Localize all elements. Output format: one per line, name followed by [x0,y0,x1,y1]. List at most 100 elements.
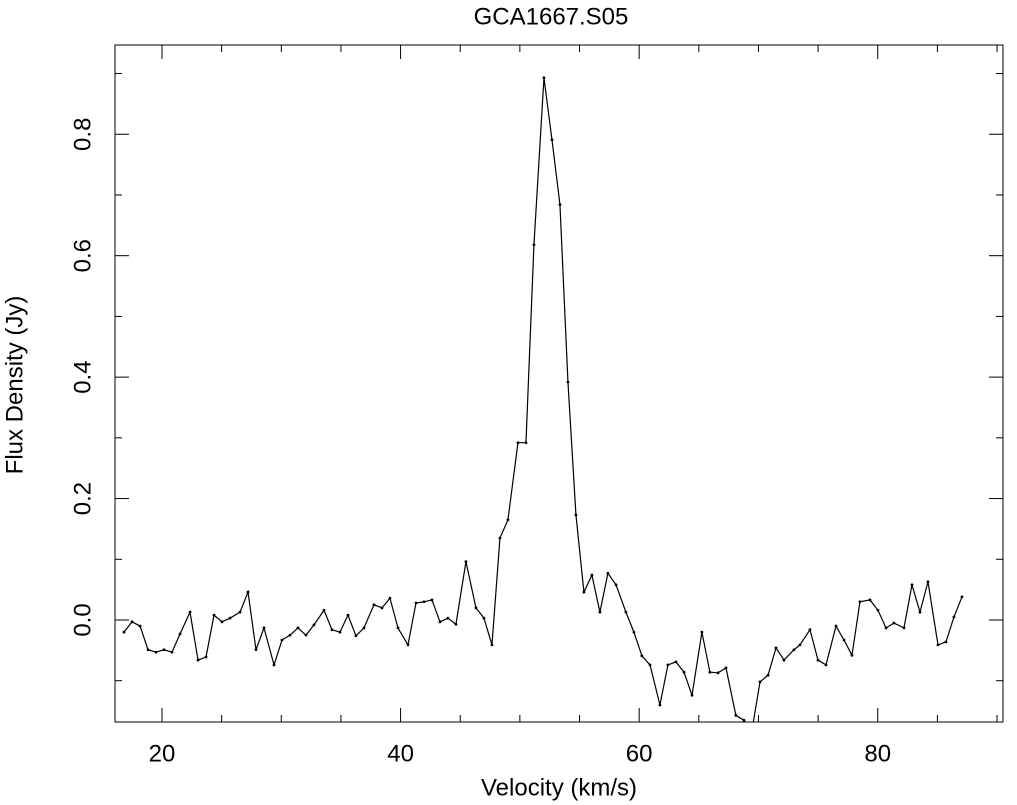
data-point [532,243,536,247]
data-point [122,630,126,634]
data-point [154,650,158,654]
data-point [566,380,570,384]
data-point [146,648,150,652]
data-point [944,640,948,644]
data-point [288,633,292,637]
data-point [138,624,142,628]
data-point [422,600,426,604]
data-point [228,616,232,620]
data-point [178,632,182,636]
data-point [624,610,628,614]
y-tick-label: 0.6 [69,239,96,272]
data-point [490,643,494,647]
data-point [396,626,400,630]
data-point [734,713,738,717]
y-tick-label: 0.4 [69,360,96,393]
data-point [598,610,602,614]
data-point [758,680,762,684]
data-point [648,663,652,667]
data-point [446,616,450,620]
data-point [892,621,896,625]
data-point [666,663,670,667]
data-point [842,638,846,642]
data-point [372,603,376,607]
data-point [406,643,410,647]
data-point [614,583,618,587]
data-point [868,598,872,602]
data-point [816,658,820,662]
data-point [876,608,880,612]
data-point [926,580,930,584]
data-point [858,600,862,604]
plot-area [122,76,964,722]
data-point [272,663,276,667]
data-point [682,670,686,674]
data-point [130,620,134,624]
data-point [220,620,224,624]
data-point [582,590,586,594]
data-point [798,643,802,647]
chart-title: GCA1667.S05 [474,3,629,30]
data-point [574,513,578,517]
data-point [674,660,678,664]
data-point [658,703,662,707]
data-point [690,693,694,697]
series-line [123,77,963,722]
data-point [346,613,350,617]
data-point [322,608,326,612]
data-point [700,630,704,634]
data-point [834,624,838,628]
data-point [824,663,828,667]
data-point [414,601,418,605]
data-point [354,634,358,638]
data-point [708,670,712,674]
data-point [362,626,366,630]
data-point [910,583,914,587]
data-point [464,560,468,564]
data-point [590,573,594,577]
data-point [162,648,166,652]
x-axis-label: Velocity (km/s) [481,774,637,801]
data-point [542,76,546,80]
data-point [454,622,458,626]
data-point [262,626,266,630]
data-point [774,646,778,650]
y-tick-label: 0.2 [69,482,96,515]
data-point [438,620,442,624]
data-point [640,654,644,658]
data-point [212,613,216,617]
data-point [482,616,486,620]
data-point [338,630,342,634]
data-point [238,610,242,614]
data-point [766,673,770,677]
x-tick-label: 60 [626,740,653,767]
y-tick-label: 0.0 [69,603,96,636]
data-point [388,596,392,600]
data-point [516,441,520,445]
data-point [498,536,502,540]
data-point [558,203,562,207]
data-point [196,658,200,662]
data-point [808,628,812,632]
data-point [188,610,192,614]
data-point [850,653,854,657]
data-point [960,595,964,599]
data-point [204,655,208,659]
data-point [884,626,888,630]
data-point [550,138,554,142]
data-point [632,630,636,634]
data-point [246,590,250,594]
data-point [254,648,258,652]
data-point [430,598,434,602]
data-point [902,626,906,630]
data-point [170,650,174,654]
data-point [606,571,610,575]
data-point [506,518,510,522]
data-point [782,658,786,662]
data-point [312,623,316,627]
data-point [304,633,308,637]
data-point [952,615,956,619]
data-point [742,718,746,722]
data-point [330,628,334,632]
